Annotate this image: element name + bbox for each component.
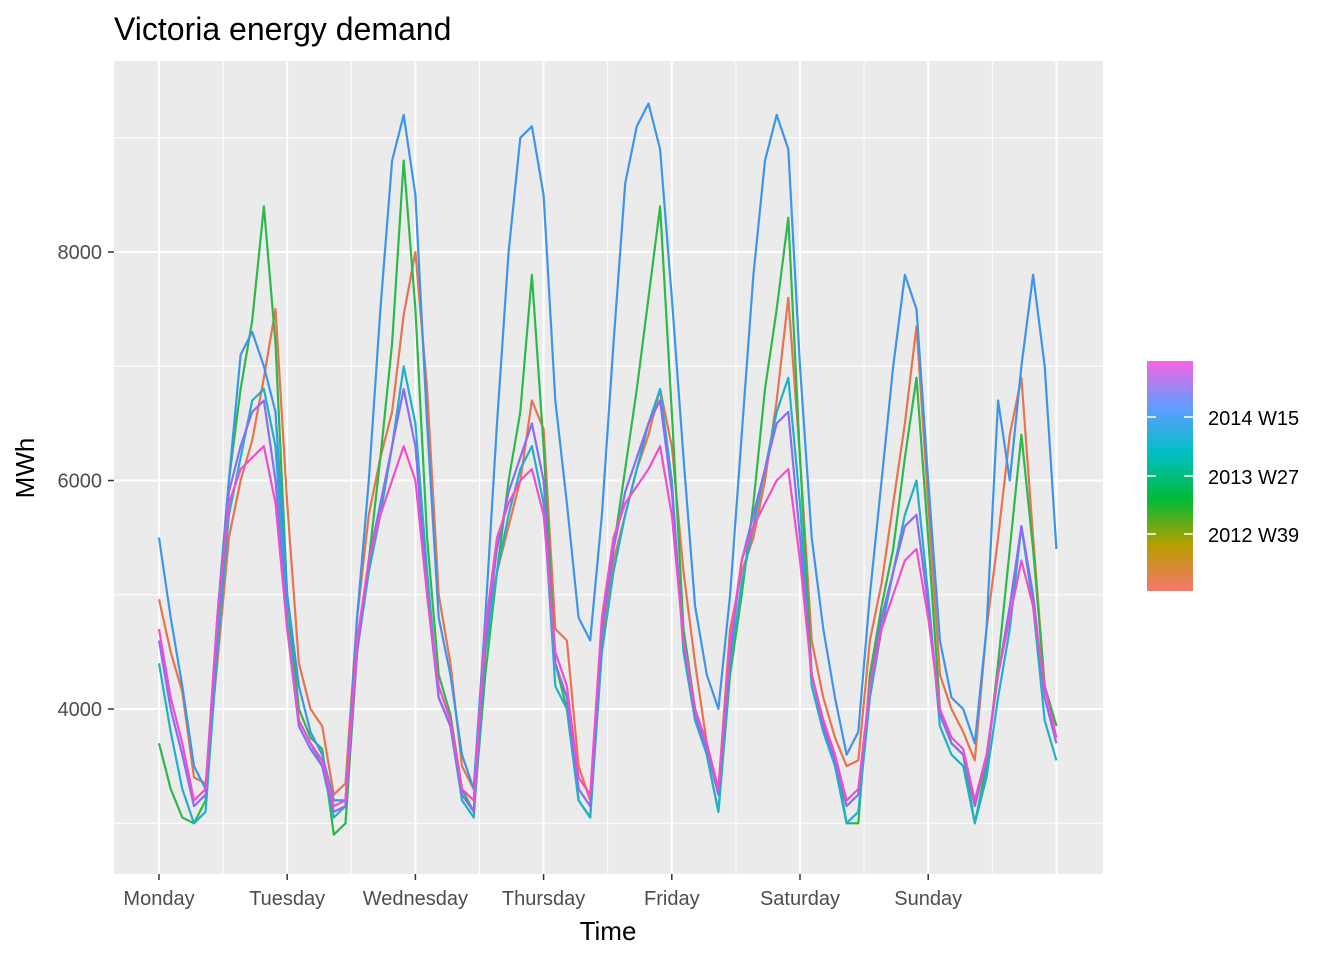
series-line-3 [157,102,1058,802]
y-tick-label-2: 8000 [58,242,103,264]
chart-title: Victoria energy demand [114,11,451,47]
x-tick-label-1: Tuesday [249,888,325,910]
legend: 2014 W15 2013 W27 2012 W39 [1147,361,1299,591]
x-tick-label-3: Thursday [502,888,585,910]
x-tick-label-0: Monday [123,888,194,910]
y-axis-title: MWh [10,438,40,499]
y-tick-label-1: 6000 [58,471,103,493]
series-line-4 [157,388,1058,813]
legend-ticks [1147,416,1193,535]
x-tick-label-6: Sunday [894,888,962,910]
y-axis: 4000 6000 8000 [58,242,114,721]
x-tick-label-2: Wednesday [363,888,468,910]
series-line-5 [157,445,1058,808]
series-layer [157,102,1058,836]
legend-label-0: 2014 W15 [1208,408,1299,430]
y-tick-label-0: 4000 [58,699,103,721]
x-tick-label-4: Friday [644,888,700,910]
x-tick-label-5: Saturday [760,888,840,910]
plot-panel [114,61,1103,874]
grid-major [114,61,1103,874]
legend-label-1: 2013 W27 [1208,467,1299,489]
x-axis-title: Time [580,916,637,946]
legend-label-2: 2012 W39 [1208,525,1299,547]
series-line-0 [157,250,1058,802]
x-axis: Monday Tuesday Wednesday Thursday Friday Satu… [123,874,962,910]
